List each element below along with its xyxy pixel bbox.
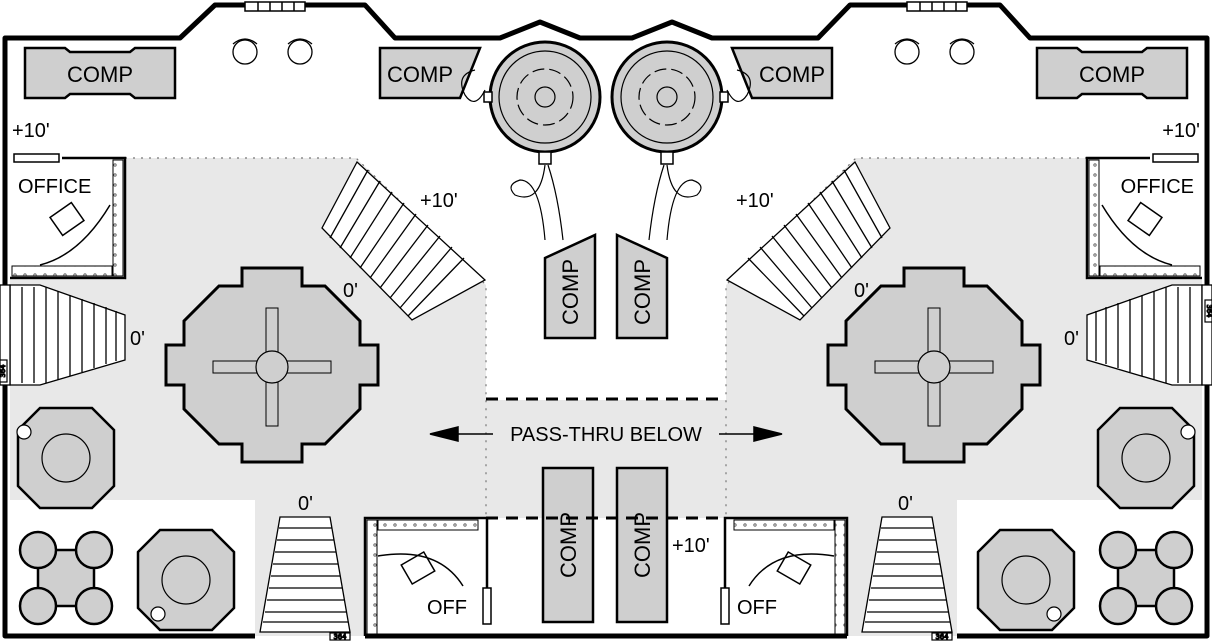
- off-label: OFF: [427, 597, 467, 619]
- clover-tables: [18, 530, 1194, 626]
- comp-console: [378, 46, 482, 100]
- lower-offices: [363, 516, 849, 636]
- offices: [10, 153, 1202, 280]
- comp-label: COMP: [387, 62, 453, 87]
- comp-label: COMP: [630, 512, 655, 578]
- comp-console: [23, 46, 177, 100]
- elevation-label: +10': [1162, 120, 1200, 142]
- comp-console: [543, 233, 597, 340]
- cross-tables: [164, 266, 1042, 464]
- elevation-label: +10': [672, 535, 710, 557]
- diagonal-stairs: [321, 160, 891, 321]
- comp-label: COMP: [556, 512, 581, 578]
- elevation-label: 0': [343, 280, 358, 302]
- pass-thru-lines: [486, 397, 726, 520]
- door-code-label: 364: [936, 633, 949, 641]
- comp-label: COMP: [1079, 62, 1145, 87]
- octagon-tables: [16, 406, 1196, 632]
- elevation-label: 0': [1064, 328, 1079, 350]
- door-code-label: 364: [334, 633, 347, 641]
- elevation-label: 0': [854, 280, 869, 302]
- top-doors: [244, 1, 968, 12]
- comp-console: [541, 466, 595, 624]
- pass-thru-label: PASS-THRU BELOW: [510, 424, 702, 446]
- door-code-label: 364: [0, 365, 7, 378]
- side-stairs: [0, 284, 1212, 386]
- comp-console: [615, 233, 669, 340]
- comp-console: [730, 46, 834, 100]
- elevation-label: +10': [12, 120, 50, 142]
- elevation-label: 0': [130, 328, 145, 350]
- door-markers: 364 364 364 364: [0, 299, 1212, 642]
- elevation-label: 0': [898, 493, 913, 515]
- bottom-stairs: [259, 516, 953, 633]
- office-label: OFFICE: [18, 176, 91, 198]
- comp-label: COMP: [759, 62, 825, 87]
- cables: [461, 69, 751, 241]
- door-code-label: 364: [1205, 305, 1212, 318]
- office-label: OFFICE: [1121, 176, 1194, 198]
- comp-console: [615, 466, 669, 624]
- comp-consoles: [23, 46, 1189, 624]
- elevation-label: +10': [420, 190, 458, 212]
- comp-label: COMP: [67, 62, 133, 87]
- comp-labels: COMP COMP COMP COMP COMP COMP COMP COMP: [67, 62, 1145, 578]
- chairs-top: [232, 38, 975, 65]
- elevation-label: 0': [298, 493, 313, 515]
- pass-thru-arrows: [429, 426, 783, 442]
- elevation-label: +10': [736, 190, 774, 212]
- off-label: OFF: [737, 597, 777, 619]
- round-machines: [483, 40, 729, 165]
- comp-console: [1035, 46, 1189, 100]
- comp-label: COMP: [630, 259, 655, 325]
- labels: +10' +10' +10' +10' +10' 0' 0' 0' 0' 0' …: [12, 120, 1200, 619]
- comp-label: COMP: [558, 259, 583, 325]
